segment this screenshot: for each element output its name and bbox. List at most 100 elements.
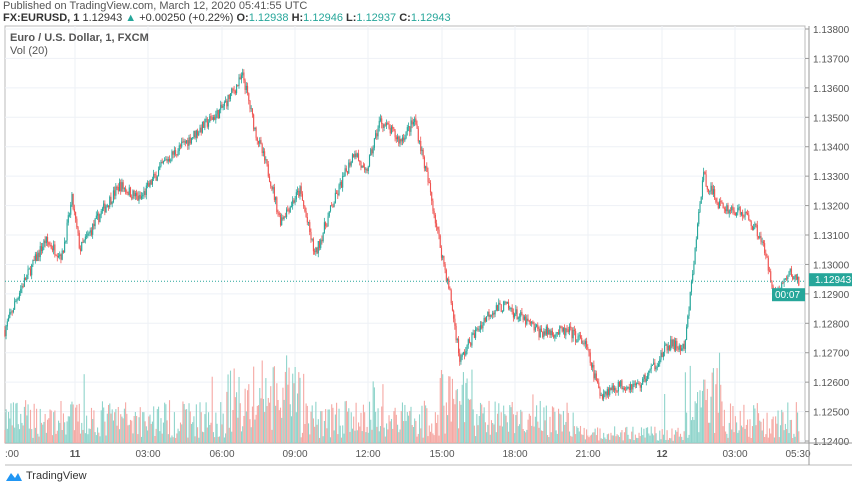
candle-body	[222, 106, 224, 108]
volume-bar	[249, 419, 251, 443]
volume-bar	[168, 400, 171, 443]
volume-bar	[88, 428, 90, 443]
volume-bar	[151, 421, 154, 443]
volume-bar	[734, 416, 736, 443]
volume-bar	[481, 404, 483, 443]
volume-bar	[264, 412, 266, 443]
volume-bar	[731, 429, 733, 443]
candle-body	[725, 209, 727, 212]
volume-bar	[73, 430, 75, 443]
candle-body	[411, 120, 413, 125]
candle-body	[559, 326, 561, 335]
candle-body	[538, 328, 540, 338]
candle-body	[401, 137, 404, 142]
candle-body	[671, 339, 673, 347]
volume-bar	[493, 424, 495, 443]
candle-body	[17, 298, 19, 300]
volume-bar	[209, 424, 211, 443]
volume-bar	[684, 372, 686, 443]
candle-body	[111, 201, 113, 204]
volume-bar	[566, 402, 568, 443]
y-tick-label: 1.13800	[813, 25, 850, 36]
tradingview-logo[interactable]: TradingView	[5, 470, 87, 482]
candle-body	[194, 130, 196, 138]
volume-bar	[159, 431, 161, 443]
candle-body	[228, 94, 230, 100]
volume-bar	[184, 409, 186, 443]
candle-body	[179, 145, 182, 147]
volume-bar	[514, 433, 516, 443]
volume-bar	[61, 430, 63, 443]
volume-bar	[686, 412, 688, 443]
volume-bar	[197, 427, 199, 443]
candle-body	[433, 210, 435, 215]
candle-body	[621, 380, 623, 390]
volume-bar	[278, 410, 280, 443]
candle-body	[717, 202, 719, 209]
volume-bar	[556, 433, 558, 443]
candle-body	[127, 192, 129, 195]
candle-body	[282, 217, 284, 219]
candle-body	[182, 141, 184, 143]
volume-bar	[221, 424, 223, 443]
volume-bar	[487, 424, 489, 443]
candle-body	[247, 85, 249, 94]
candle-body	[78, 232, 80, 249]
volume-bar	[428, 425, 430, 443]
candle-body	[553, 334, 555, 338]
volume-bar	[25, 400, 27, 443]
volume-bar	[195, 404, 197, 443]
volume-bar	[461, 384, 463, 443]
volume-indicator-label[interactable]: Vol (20)	[10, 45, 48, 57]
volume-bar	[749, 419, 751, 443]
candle-body	[134, 193, 136, 197]
volume-bar	[228, 427, 230, 443]
published-caption: Published on TradingView.com, March 12, …	[3, 0, 308, 12]
volume-bar	[244, 388, 246, 443]
candle-body	[72, 193, 74, 209]
candle-body	[21, 286, 23, 289]
candle-body	[10, 311, 12, 313]
volume-bar	[15, 403, 17, 443]
candle-body	[50, 245, 52, 249]
volume-bar	[115, 409, 117, 443]
candle-body	[66, 222, 68, 241]
candle-body	[270, 181, 272, 187]
volume-bar	[631, 431, 633, 443]
volume-bar	[247, 390, 249, 443]
candle-body	[303, 200, 305, 207]
volume-bar	[456, 388, 458, 443]
volume-bar	[498, 403, 500, 443]
candle-body	[768, 270, 771, 272]
candle-body	[129, 187, 132, 198]
volume-bar	[665, 439, 667, 443]
candle-body	[500, 304, 502, 312]
volume-bar	[433, 435, 435, 443]
candle-body	[584, 341, 586, 345]
volume-bar	[550, 432, 552, 443]
volume-bar	[331, 404, 333, 443]
volume-bar	[625, 427, 627, 443]
candle-body	[256, 137, 258, 141]
volume-bar	[629, 439, 632, 443]
volume-bar	[350, 412, 352, 443]
candle-body	[61, 250, 63, 260]
volume-bar	[127, 425, 129, 443]
candle-body	[705, 174, 707, 187]
candle-body	[656, 366, 658, 368]
candle-body	[455, 325, 457, 341]
candle-body	[464, 352, 466, 356]
candle-body	[121, 182, 123, 192]
volume-bar	[110, 413, 112, 443]
candle-body	[504, 301, 506, 303]
volume-bar	[362, 404, 364, 443]
candle-body	[226, 100, 228, 107]
candle-body	[684, 340, 686, 349]
candle-body	[560, 326, 562, 328]
candle-body	[298, 190, 300, 197]
candle-body	[209, 116, 211, 123]
volume-bar	[445, 402, 447, 443]
volume-bar	[683, 431, 685, 443]
volume-bar	[114, 412, 116, 443]
